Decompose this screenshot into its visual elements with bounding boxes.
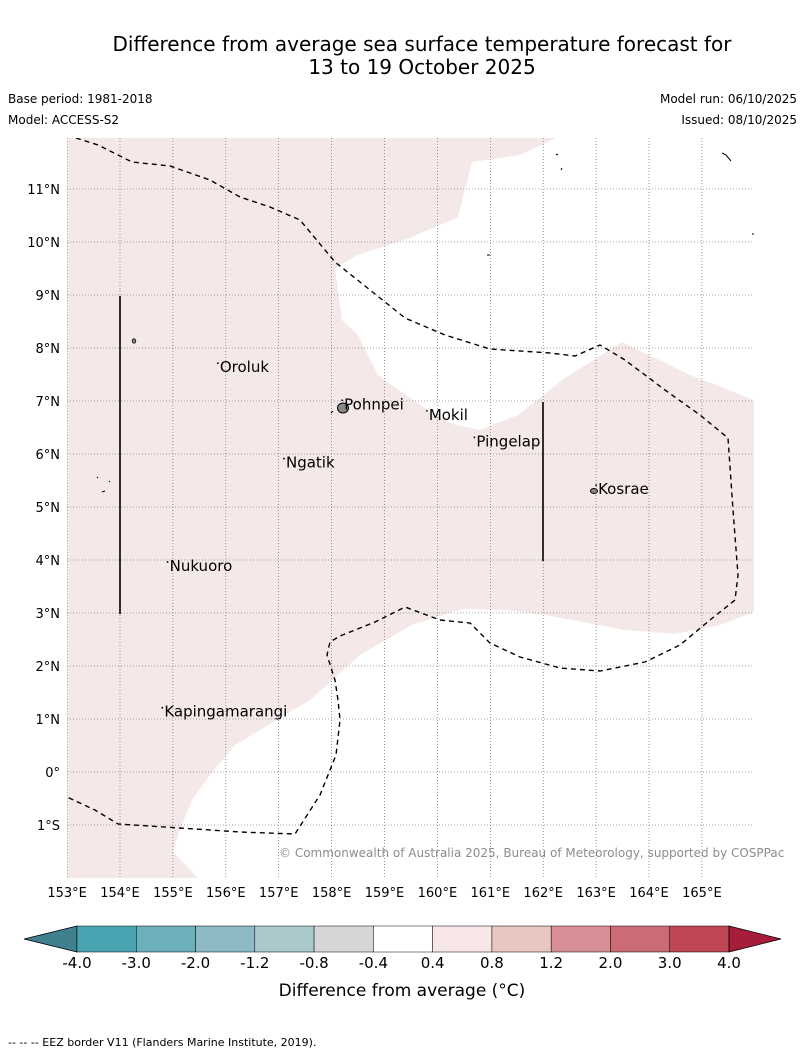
lon-tick-label: 165°E — [682, 886, 722, 901]
colorbar-segment — [610, 925, 670, 953]
colorbar-segment — [432, 925, 493, 953]
colorbar-tick-label: 1.2 — [539, 954, 563, 972]
lat-tick-label: 2°N — [36, 660, 61, 675]
colorbar-under-arrow — [23, 925, 78, 953]
lat-tick-label: 3°N — [36, 607, 61, 622]
colorbar-segment — [669, 925, 730, 953]
lon-tick-label: 157°E — [259, 886, 299, 901]
eez-legend-note: -- -- -- EEZ border V11 (Flanders Marine… — [8, 1036, 317, 1049]
lon-tick-label: 161°E — [471, 886, 511, 901]
map-title: Difference from average sea surface temp… — [40, 33, 804, 79]
eez-border — [67, 138, 739, 835]
atoll-outline — [555, 152, 732, 171]
place-marker — [166, 561, 169, 563]
longitude-tick-labels: 153°E 154°E 155°E 156°E 157°E 158°E 159°E 160°E… — [47, 886, 721, 901]
colorbar-tick-label: -2.0 — [181, 954, 210, 972]
colorbar-segment — [76, 925, 137, 953]
lat-tick-label: 1°N — [36, 713, 61, 728]
place-marker — [473, 436, 476, 439]
lat-tick-label: 8°N — [36, 342, 61, 357]
place-marker — [161, 706, 164, 709]
lon-tick-label: 155°E — [153, 886, 193, 901]
place-labels: Oroluk Pohnpei Mokil Pingelap Ngatik Kosrae Nu… — [161, 358, 649, 721]
colorbar-segment — [136, 925, 196, 953]
place-label: Oroluk — [220, 358, 269, 376]
issued-date: Issued: 08/10/2025 — [681, 113, 797, 127]
title-line-2: 13 to 19 October 2025 — [308, 55, 536, 79]
base-period: Base period: 1981-2018 — [8, 92, 153, 106]
lon-tick-label: 162°E — [523, 886, 563, 901]
copyright-notice: © Commonwealth of Australia 2025, Bureau… — [279, 846, 785, 860]
colorbar-tick-label: 2.0 — [599, 954, 623, 972]
lat-tick-label: 10°N — [27, 236, 60, 251]
lon-tick-label: 159°E — [365, 886, 405, 901]
colorbar-tick-label: 0.8 — [480, 954, 504, 972]
place-marker — [216, 362, 219, 365]
place-marker — [595, 484, 597, 486]
place-marker — [341, 399, 344, 402]
place-label: Pingelap — [476, 432, 540, 450]
graticule — [67, 138, 754, 878]
title-line-1: Difference from average sea surface temp… — [112, 32, 732, 56]
colorbar-tick-label: -4.0 — [62, 954, 91, 972]
colorbar-tick-label: -0.4 — [359, 954, 388, 972]
place-label: Mokil — [429, 406, 468, 424]
lon-tick-label: 164°E — [629, 886, 669, 901]
colorbar-tick-label: -3.0 — [122, 954, 151, 972]
colorbar-over-arrow — [728, 925, 782, 953]
latitude-tick-labels: 11°N 10°N 9°N 8°N 7°N 6°N 5°N 4°N 3°N 2°N 1°N 0° 1°S — [27, 183, 60, 834]
lon-tick-label: 158°E — [312, 886, 352, 901]
lat-tick-label: 4°N — [36, 554, 61, 569]
lon-tick-label: 153°E — [47, 886, 87, 901]
colorbar-tick-label: 3.0 — [658, 954, 682, 972]
lon-tick-label: 160°E — [418, 886, 458, 901]
place-label: Kapingamarangi — [164, 703, 287, 721]
colorbar-segment — [550, 925, 611, 953]
positive-anomaly-area — [67, 138, 754, 878]
place-label: Kosrae — [598, 480, 649, 498]
place-label: Pohnpei — [344, 395, 404, 413]
lat-tick-label: 7°N — [36, 395, 61, 410]
atoll-outline — [96, 476, 111, 493]
atoll-outline — [330, 233, 754, 414]
place-label: Ngatik — [286, 454, 335, 472]
colorbar-tick-label: -1.2 — [240, 954, 269, 972]
colorbar-tick-label: -0.8 — [299, 954, 328, 972]
lat-tick-label: 0° — [45, 766, 60, 781]
colorbar-segment — [254, 925, 315, 953]
place-marker — [425, 410, 428, 412]
colorbar-segment — [373, 925, 433, 953]
lon-tick-label: 154°E — [100, 886, 140, 901]
colorbar-tick-label: 0.4 — [421, 954, 445, 972]
lat-tick-label: 9°N — [36, 289, 61, 304]
place-marker — [283, 457, 285, 460]
lon-tick-label: 156°E — [206, 886, 246, 901]
lat-tick-label: 1°S — [37, 819, 60, 834]
colorbar-segment — [195, 925, 256, 953]
lat-tick-label: 11°N — [27, 183, 60, 198]
small-island — [131, 338, 137, 344]
colorbar: -4.0 -3.0 -2.0 -1.2 -0.8 -0.4 0.4 0.8 1.2 2.0 3.0 4… — [23, 925, 782, 972]
colorbar-tick-label: 4.0 — [717, 954, 741, 972]
kosrae-island — [590, 488, 598, 494]
model-name: Model: ACCESS-S2 — [8, 113, 120, 127]
place-label: Nukuoro — [170, 557, 233, 575]
colorbar-segment — [313, 925, 374, 953]
colorbar-title: Difference from average (°C) — [278, 981, 526, 1001]
lon-tick-label: 163°E — [576, 886, 616, 901]
colorbar-segment — [491, 925, 552, 953]
lat-tick-label: 6°N — [36, 448, 61, 463]
pohnpei-island — [337, 402, 349, 414]
lat-tick-label: 5°N — [36, 501, 61, 516]
model-run: Model run: 06/10/2025 — [659, 92, 797, 106]
